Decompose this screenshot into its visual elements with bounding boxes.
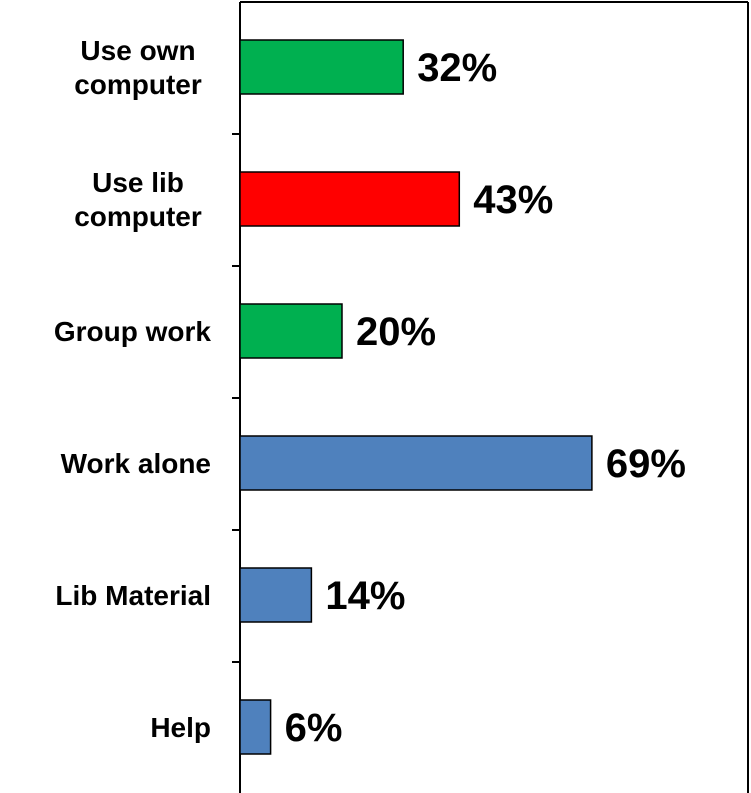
data-label: 14% [325,574,405,618]
category-label: Help [150,712,211,743]
bar-use-lib-computer [239,171,461,227]
category-label: Use own computer [74,35,202,100]
category-label: Group work [54,316,212,347]
data-label: 20% [356,310,436,354]
data-label: 69% [606,442,686,486]
bar-work-alone [239,435,593,491]
plot-frame [232,1,749,793]
category-label: Use lib computer [74,167,202,232]
bar-group-work [239,303,343,359]
bar-help [239,699,272,755]
category-label: Work alone [61,448,211,479]
data-label: 32% [417,46,497,90]
bars [239,39,593,755]
data-label: 43% [473,178,553,222]
bar-lib-material [239,567,313,623]
bar-use-own-computer [239,39,404,95]
data-label: 6% [285,706,343,750]
labels: 32% Use own computer 43% Use lib computer 20% G… [54,35,686,750]
category-label: Lib Material [55,580,211,611]
